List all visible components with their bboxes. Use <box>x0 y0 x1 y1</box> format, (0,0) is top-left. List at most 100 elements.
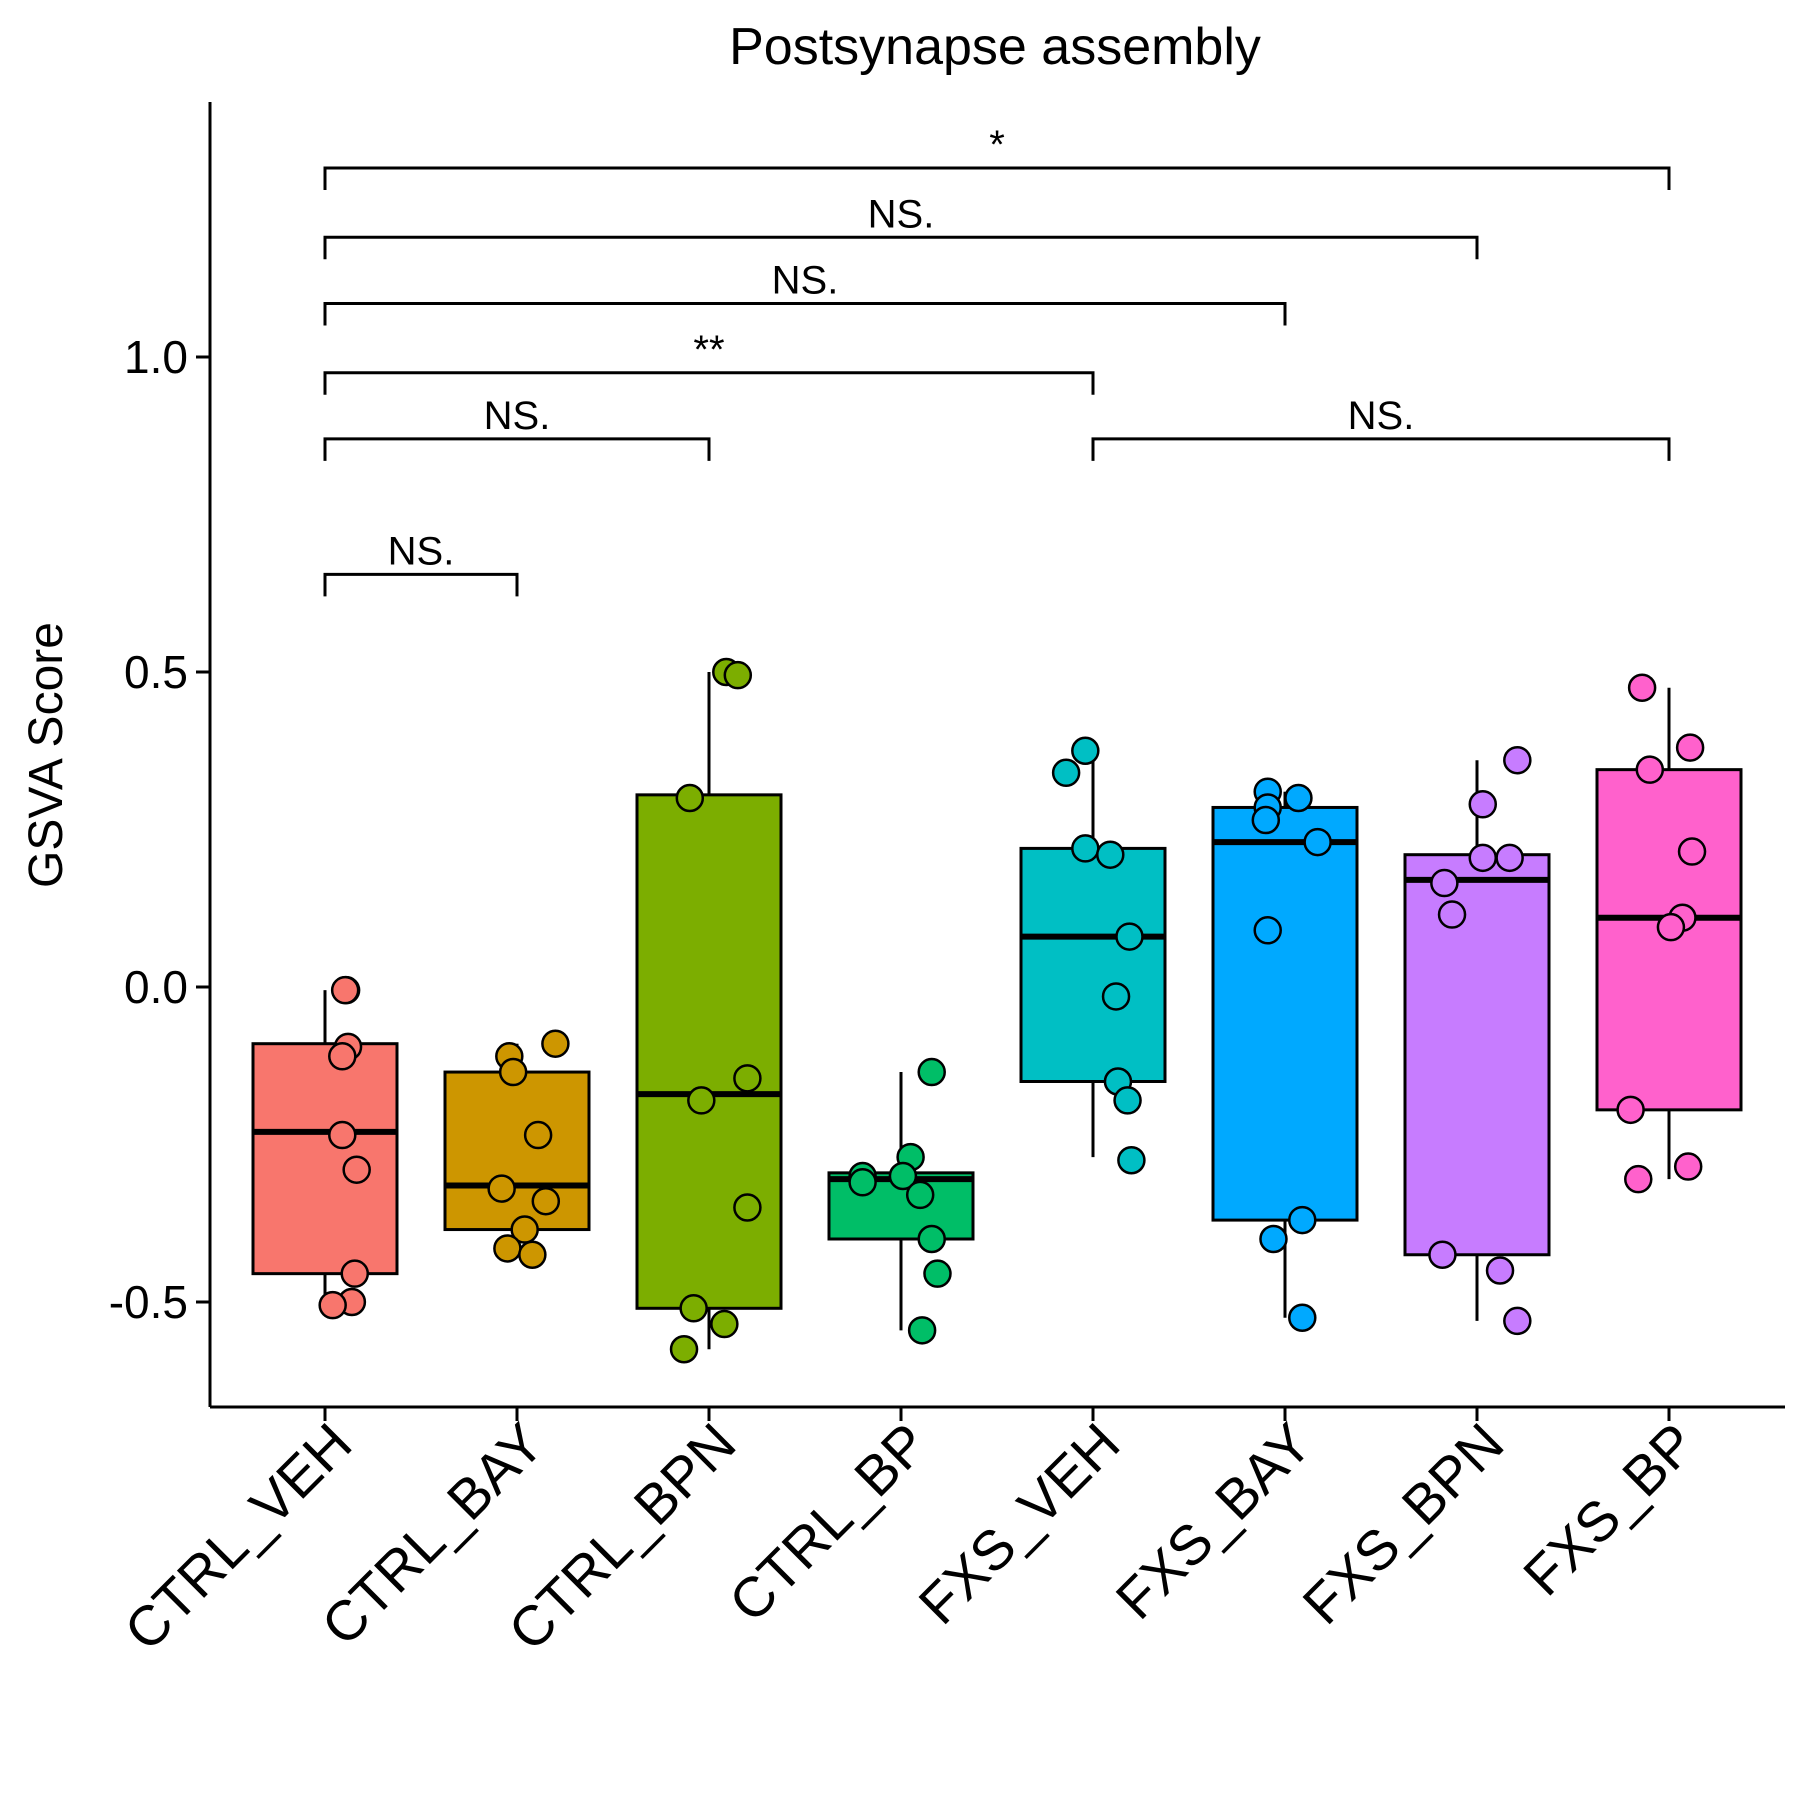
plot-area: -0.50.00.51.0CTRL_VEHCTRL_BAYCTRL_BPNCTR… <box>109 102 1785 1662</box>
data-point <box>493 1234 522 1263</box>
significance-label: NS. <box>388 529 455 573</box>
data-point <box>1495 843 1524 873</box>
bracket-line <box>323 371 1095 395</box>
box-group-ctrl-bp <box>827 1057 975 1345</box>
significance-bracket: NS. <box>323 394 711 461</box>
data-point <box>1071 834 1100 863</box>
x-tick-label: FXS_VEH <box>906 1411 1131 1636</box>
significance-bracket: NS. <box>323 258 1287 326</box>
y-tick-label: 1.0 <box>124 331 188 383</box>
data-point <box>723 660 753 690</box>
significance-bracket: NS. <box>323 192 1479 260</box>
data-point <box>1071 736 1100 765</box>
data-point <box>923 1259 952 1288</box>
data-point <box>1675 733 1705 762</box>
data-point <box>510 1215 539 1244</box>
data-point <box>330 975 360 1005</box>
data-point <box>523 1120 553 1150</box>
data-point <box>541 1029 570 1058</box>
data-point <box>733 1193 762 1222</box>
data-point <box>675 783 705 813</box>
data-point <box>328 1120 357 1150</box>
data-point <box>1303 827 1332 857</box>
data-point <box>1437 900 1467 929</box>
data-point <box>905 1180 935 1210</box>
data-point <box>1259 1224 1288 1254</box>
data-point <box>710 1309 739 1339</box>
data-point <box>1503 1306 1532 1336</box>
data-point <box>1503 745 1532 775</box>
bracket-line <box>323 437 711 461</box>
data-point <box>907 1316 937 1345</box>
box-group-fxs-bp <box>1595 673 1743 1194</box>
data-point <box>1251 805 1281 835</box>
data-point <box>1115 922 1144 951</box>
data-point <box>498 1057 528 1087</box>
data-point <box>1468 790 1498 819</box>
x-tick-label: FXS_BP <box>1511 1411 1707 1607</box>
data-point <box>917 1224 946 1254</box>
box <box>443 1070 591 1232</box>
box-group-fxs-veh <box>1019 736 1167 1175</box>
data-point <box>679 1294 708 1323</box>
data-point <box>733 1064 762 1093</box>
significance-label: * <box>989 123 1005 167</box>
significance-label: NS. <box>772 258 839 302</box>
data-point <box>1673 1152 1703 1181</box>
data-point <box>1677 837 1707 866</box>
data-point <box>888 1161 918 1191</box>
data-point <box>1624 1164 1653 1194</box>
chart-title: Postsynapse assembly <box>729 18 1261 76</box>
bracket-line <box>323 572 519 597</box>
data-point <box>1627 673 1657 702</box>
data-point <box>1288 1303 1317 1332</box>
significance-bracket: NS. <box>1091 394 1671 461</box>
data-point <box>1485 1256 1515 1285</box>
box-group-ctrl-veh <box>251 975 399 1320</box>
box-group-ctrl-bay <box>443 1029 591 1269</box>
data-point <box>917 1057 946 1087</box>
box-group-ctrl-bpn <box>635 657 783 1364</box>
data-point <box>1656 912 1686 942</box>
y-tick-label: -0.5 <box>109 1276 188 1328</box>
data-point <box>1051 758 1081 788</box>
data-point <box>669 1335 699 1364</box>
significance-label: NS. <box>1348 394 1415 438</box>
box <box>251 1042 399 1276</box>
bracket-line <box>323 166 1671 190</box>
data-point <box>531 1186 561 1216</box>
significance-bracket: ** <box>323 328 1095 395</box>
data-point <box>487 1174 516 1203</box>
significance-bracket: NS. <box>323 529 519 597</box>
box-group-fxs-bay <box>1211 777 1359 1332</box>
data-point <box>1616 1095 1645 1125</box>
data-point <box>518 1240 547 1269</box>
y-tick-label: 0.5 <box>124 646 188 698</box>
data-point <box>1113 1086 1142 1115</box>
data-point <box>1117 1146 1146 1175</box>
data-point <box>1253 916 1282 945</box>
box <box>1211 805 1359 1222</box>
box <box>1019 846 1167 1084</box>
data-point <box>1635 755 1665 784</box>
significance-label: NS. <box>868 192 935 236</box>
significance-label: ** <box>693 328 724 372</box>
bracket-line <box>323 301 1287 326</box>
data-point <box>342 1155 371 1184</box>
significance-label: NS. <box>484 394 551 438</box>
data-point <box>328 1042 357 1071</box>
data-point <box>1428 1240 1457 1269</box>
bracket-line <box>1091 437 1671 461</box>
box <box>635 793 783 1310</box>
x-tick-label: FXS_BPN <box>1290 1411 1515 1636</box>
data-point <box>1101 982 1131 1011</box>
data-point <box>340 1259 370 1288</box>
data-point <box>318 1290 347 1320</box>
data-point <box>1284 783 1313 813</box>
y-axis-title: GSVA Score <box>20 622 73 888</box>
y-tick-label: 0.0 <box>124 961 188 1013</box>
x-tick-label: CTRL_BP <box>717 1411 940 1634</box>
box-group-fxs-bpn <box>1403 745 1551 1336</box>
data-point <box>848 1168 877 1197</box>
